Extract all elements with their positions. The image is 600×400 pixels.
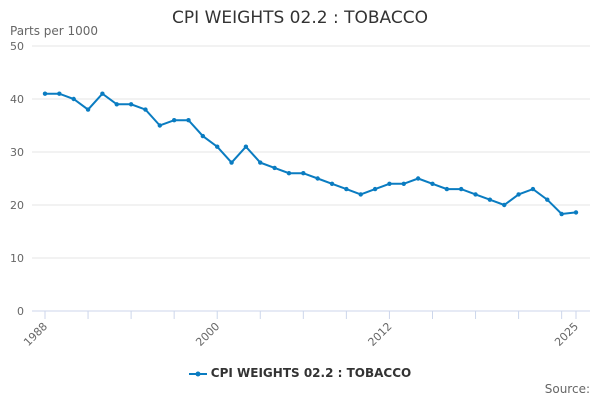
data-point [573,210,579,215]
chart-title: CPI WEIGHTS 02.2 : TOBACCO [172,8,428,28]
x-tick-label: 2025 [552,320,581,349]
x-tick-label: 2012 [366,320,395,349]
data-point [171,118,177,123]
y-tick-label: 20 [10,199,24,212]
data-point [157,123,163,128]
data-point [71,96,76,102]
data-point [401,181,406,186]
y-tick-label: 30 [10,146,24,159]
data-point [57,91,62,96]
series-line [45,92,577,216]
data-point [243,144,249,149]
data-point [286,171,292,176]
legend-label: CPI WEIGHTS 02.2 : TOBACCO [210,366,412,380]
data-point [128,102,134,107]
x-tick-label: 2000 [193,320,222,349]
data-point [315,176,320,181]
data-point [200,133,206,139]
data-point [143,107,148,112]
source-label: Source: [544,382,590,396]
data-point [487,197,493,202]
data-point [229,160,234,165]
data-point [272,165,277,171]
data-point [473,192,478,197]
y-tick-label: 0 [17,305,24,318]
data-point [444,186,450,192]
x-tick-label: 1988 [21,320,50,349]
data-point [42,91,48,96]
y-axis-label: Parts per 1000 [10,24,99,38]
data-point [100,91,105,96]
data-point [387,181,392,186]
data-point [502,202,507,208]
data-point [85,107,91,112]
data-point [258,160,263,165]
legend-line-icon [188,371,207,376]
data-point [329,181,335,186]
data-point [530,186,536,192]
data-point [516,192,521,197]
data-point [415,176,421,181]
legend-item[interactable]: CPI WEIGHTS 02.2 : TOBACCO [0,366,600,380]
line-chart: 0 10 20 30 40 50 1988 2000 2012 2025 [10,40,590,349]
data-point [114,102,119,107]
data-point [372,186,378,192]
data-point [215,144,220,149]
data-point [186,118,191,123]
y-tick-label: 10 [10,252,24,265]
data-point [430,181,435,186]
data-point [545,197,550,202]
y-tick-label: 50 [10,40,24,53]
data-point [559,211,564,217]
data-point [301,171,306,176]
data-point [458,186,464,192]
data-point [358,192,363,197]
y-tick-label: 40 [10,93,24,106]
data-point [344,186,349,192]
